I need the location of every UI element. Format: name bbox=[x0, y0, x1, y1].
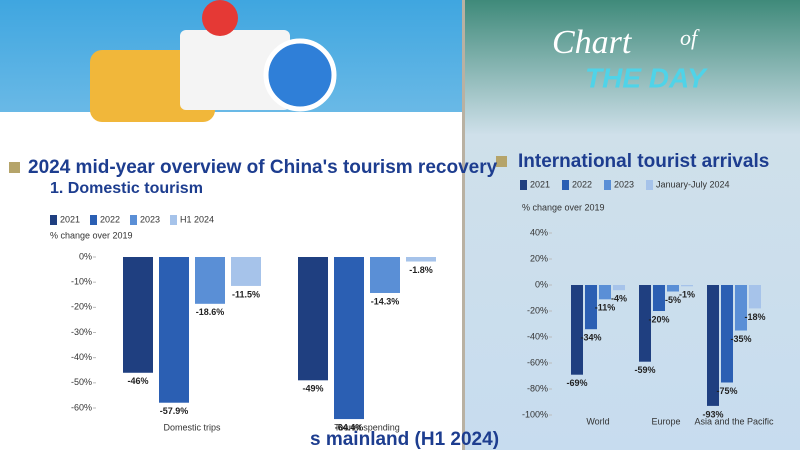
x-tick-label: Tourist spending bbox=[334, 422, 400, 432]
legend-swatch bbox=[130, 215, 137, 225]
title-marker bbox=[496, 156, 507, 167]
legend-label: 2021 bbox=[530, 179, 550, 189]
data-label: -49% bbox=[302, 384, 323, 394]
data-label: -75% bbox=[716, 386, 737, 396]
bar bbox=[749, 285, 761, 309]
bar bbox=[571, 285, 583, 375]
bar bbox=[123, 257, 153, 373]
legend-label: 2022 bbox=[100, 214, 120, 224]
bar bbox=[298, 257, 328, 381]
y-tick-label: -80% bbox=[527, 383, 548, 393]
data-label: -4% bbox=[611, 294, 627, 304]
y-tick-label: -20% bbox=[527, 305, 548, 315]
legend-swatch bbox=[170, 215, 177, 225]
x-tick-label: Europe bbox=[651, 416, 680, 426]
data-label: -34% bbox=[580, 333, 601, 343]
bar bbox=[599, 285, 611, 300]
bar bbox=[721, 285, 733, 383]
y-tick-label: -100% bbox=[522, 409, 548, 419]
bar bbox=[159, 257, 189, 403]
y-tick-label: -60% bbox=[527, 357, 548, 367]
bar bbox=[195, 257, 225, 304]
data-label: -18.6% bbox=[196, 307, 225, 317]
legend-swatch bbox=[50, 215, 57, 225]
legend-label: 2021 bbox=[60, 214, 80, 224]
y-tick-label: -20% bbox=[71, 302, 92, 312]
data-label: -59% bbox=[634, 365, 655, 375]
data-label: -35% bbox=[730, 334, 751, 344]
legend-label: January-July 2024 bbox=[656, 179, 730, 189]
bar bbox=[653, 285, 665, 311]
data-label: -1% bbox=[679, 290, 695, 300]
compass-icon bbox=[263, 38, 337, 112]
x-tick-label: World bbox=[586, 416, 609, 426]
bar bbox=[639, 285, 651, 362]
data-label: -11.5% bbox=[232, 289, 260, 299]
logo-text: of bbox=[680, 25, 700, 50]
map-icon bbox=[180, 30, 290, 110]
legend-swatch bbox=[562, 180, 569, 190]
bar bbox=[681, 285, 693, 287]
bar bbox=[231, 257, 261, 286]
axis-label: % change over 2019 bbox=[522, 202, 605, 212]
data-label: -18% bbox=[744, 312, 765, 322]
y-tick-label: -50% bbox=[71, 377, 92, 387]
bar bbox=[334, 257, 364, 420]
logo-text: Chart bbox=[552, 24, 633, 61]
y-tick-label: 0% bbox=[535, 279, 548, 289]
y-tick-label: 0% bbox=[79, 251, 92, 261]
data-label: -93% bbox=[702, 409, 723, 419]
partial-heading: s mainland (H1 2024) bbox=[310, 429, 499, 450]
bar bbox=[585, 285, 597, 330]
y-tick-label: -40% bbox=[527, 331, 548, 341]
data-label: -20% bbox=[648, 314, 669, 324]
bar bbox=[707, 285, 719, 406]
y-tick-label: 20% bbox=[530, 253, 548, 263]
legend-swatch bbox=[646, 180, 653, 190]
y-tick-label: -10% bbox=[71, 277, 92, 287]
bar bbox=[613, 285, 625, 291]
data-label: -64.4% bbox=[335, 422, 364, 432]
data-label: -14.3% bbox=[371, 296, 400, 306]
bar bbox=[406, 257, 436, 262]
data-label: -5% bbox=[665, 295, 681, 305]
legend-label: 2023 bbox=[614, 179, 634, 189]
y-tick-label: -40% bbox=[71, 352, 92, 362]
chart-title: International tourist arrivals bbox=[518, 151, 769, 172]
y-tick-label: -60% bbox=[71, 402, 92, 412]
legend-swatch bbox=[604, 180, 611, 190]
bar bbox=[370, 257, 400, 293]
legend-label: 2022 bbox=[572, 179, 592, 189]
bar bbox=[735, 285, 747, 331]
legend-swatch bbox=[520, 180, 527, 190]
legend-label: H1 2024 bbox=[180, 214, 214, 224]
data-label: -69% bbox=[566, 378, 587, 388]
legend-label: 2023 bbox=[140, 214, 160, 224]
legend-swatch bbox=[90, 215, 97, 225]
data-label: -46% bbox=[127, 376, 148, 386]
y-tick-label: 40% bbox=[530, 227, 548, 237]
pin-icon bbox=[202, 0, 238, 36]
chart-title: 2024 mid-year overview of China's touris… bbox=[28, 157, 498, 178]
right-panel bbox=[465, 0, 800, 450]
data-label: -11% bbox=[595, 303, 616, 313]
x-tick-label: Asia and the Pacific bbox=[694, 416, 774, 426]
axis-label: % change over 2019 bbox=[50, 230, 133, 240]
data-label: -1.8% bbox=[409, 265, 433, 275]
logo-text: THE DAY bbox=[585, 62, 708, 93]
x-tick-label: Domestic trips bbox=[163, 422, 221, 432]
bar bbox=[667, 285, 679, 292]
data-label: -57.9% bbox=[160, 406, 189, 416]
y-tick-label: -30% bbox=[71, 327, 92, 337]
chart-subtitle: 1. Domestic tourism bbox=[50, 180, 203, 197]
title-marker bbox=[9, 162, 20, 173]
